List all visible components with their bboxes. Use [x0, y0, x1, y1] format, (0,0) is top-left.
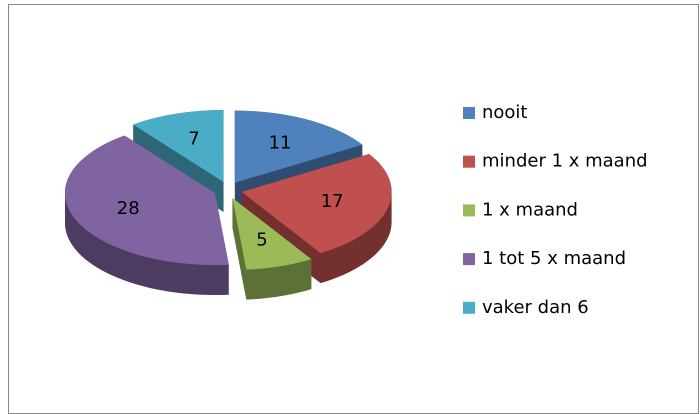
data-label: 11	[269, 133, 292, 154]
slice	[234, 110, 363, 183]
slice	[133, 110, 224, 183]
slice	[241, 154, 392, 254]
legend-label: 1 tot 5 x maand	[482, 248, 626, 269]
legend-label: minder 1 x maand	[482, 151, 648, 172]
legend-swatch	[463, 204, 475, 217]
legend-swatch	[463, 107, 475, 119]
slice	[64, 135, 229, 266]
legend-swatch	[463, 155, 475, 168]
legend-swatch	[463, 301, 475, 314]
data-label: 7	[188, 129, 199, 150]
legend-label: vaker dan 6	[482, 297, 589, 318]
legend-label: 1 x maand	[482, 199, 578, 220]
data-label: 28	[117, 198, 140, 219]
slice	[232, 197, 312, 270]
data-label: 17	[321, 191, 344, 212]
legend-swatch	[463, 253, 475, 266]
legend-label: nooit	[482, 102, 528, 123]
data-label: 5	[256, 229, 267, 250]
